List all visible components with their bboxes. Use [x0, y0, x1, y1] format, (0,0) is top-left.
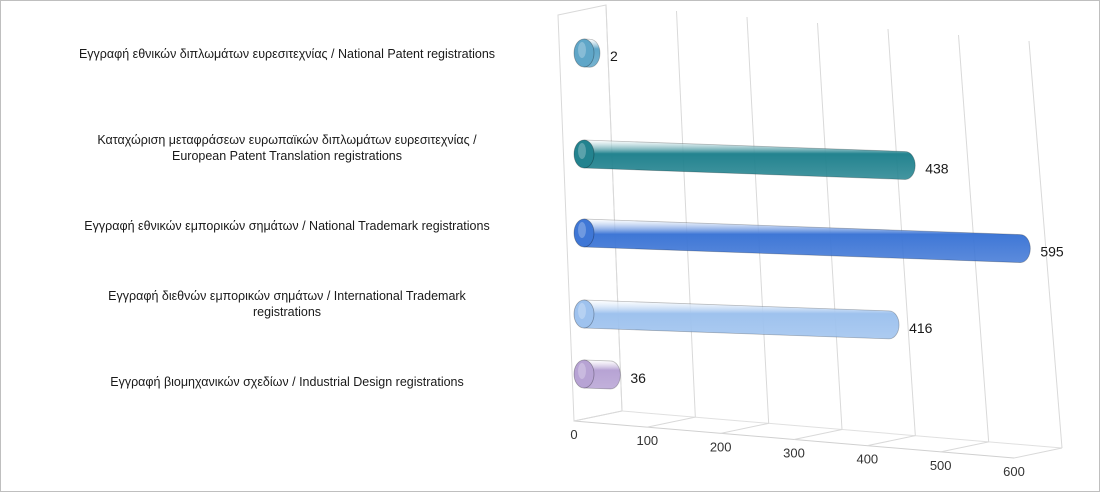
x-axis-ticks: 0 100 200 300 400 500 600 [570, 427, 1024, 479]
x-tick-label: 300 [783, 446, 805, 461]
x-tick-label: 0 [570, 427, 577, 442]
bar-body [583, 139, 916, 180]
data-label: 416 [909, 320, 933, 336]
gridline [746, 16, 770, 424]
bar-cap [573, 359, 595, 389]
category-label-line: Εγγραφή βιομηχανικών σχεδίων / Industria… [110, 375, 464, 389]
bar [573, 218, 1031, 263]
category-label-line: European Patent Translation registration… [172, 149, 402, 163]
category-label: Εγγραφή διεθνών εμπορικών σημάτων / Inte… [7, 288, 567, 320]
bar-body [583, 218, 1031, 263]
x-tick-label: 400 [856, 452, 878, 467]
bar-cap-highlight [578, 222, 586, 238]
x-tick-label: 100 [636, 433, 658, 448]
bar [573, 38, 601, 68]
bar-cap-highlight [578, 303, 586, 319]
data-label: 595 [1040, 244, 1064, 260]
x-tick-label: 200 [710, 439, 732, 454]
gridline [817, 22, 843, 430]
bar-cap-highlight [578, 363, 586, 379]
bar-body [583, 359, 621, 390]
gridline [676, 10, 696, 418]
bar [573, 299, 900, 340]
x-tick-label: 500 [930, 458, 952, 473]
bar [573, 359, 621, 390]
gridline [1028, 40, 1063, 449]
bar-body [583, 299, 900, 340]
bar-cap [573, 139, 595, 169]
bar-cap [573, 218, 595, 248]
category-label: Εγγραφή εθνικών εμπορικών σημάτων / Nati… [7, 218, 567, 234]
gridline-floor [573, 410, 623, 422]
category-label-line: Εγγραφή εθνικών διπλωμάτων ευρεσιτεχνίας… [78, 47, 496, 61]
category-label: Εγγραφή βιομηχανικών σχεδίων / Industria… [7, 374, 567, 390]
bar [573, 139, 916, 180]
data-labels: 2 438 595 416 36 [610, 48, 1064, 386]
data-label: 36 [630, 370, 646, 386]
bar-cap [573, 299, 595, 329]
x-tick-label: 600 [1003, 464, 1025, 479]
category-label: Εγγραφή εθνικών διπλωμάτων ευρεσιτεχνίας… [7, 46, 567, 62]
bar-cap-highlight [578, 42, 586, 58]
gridline [605, 4, 623, 412]
gridline-floor [720, 422, 769, 434]
bar-cap-highlight [578, 143, 586, 159]
gridline-floor [940, 441, 989, 453]
bars-layer [573, 38, 1031, 390]
data-label: 438 [925, 160, 949, 176]
category-label: Καταχώριση μεταφράσεων ευρωπαϊκών διπλωμ… [7, 132, 567, 164]
gridline-floor [1013, 447, 1063, 459]
category-label-line: registrations [252, 305, 322, 319]
grid-layer [557, 4, 1063, 459]
data-label: 2 [610, 48, 618, 64]
gridline-floor [647, 416, 696, 428]
gridline-floor [867, 435, 916, 447]
category-label-line: Καταχώριση μεταφράσεων ευρωπαϊκών διπλωμ… [97, 133, 477, 147]
bar-cap [573, 38, 595, 68]
category-label-line: Εγγραφή εθνικών εμπορικών σημάτων / Nati… [84, 219, 490, 233]
category-label-line: Εγγραφή διεθνών εμπορικών σημάτων / Inte… [108, 289, 466, 303]
gridline-floor [793, 429, 843, 440]
